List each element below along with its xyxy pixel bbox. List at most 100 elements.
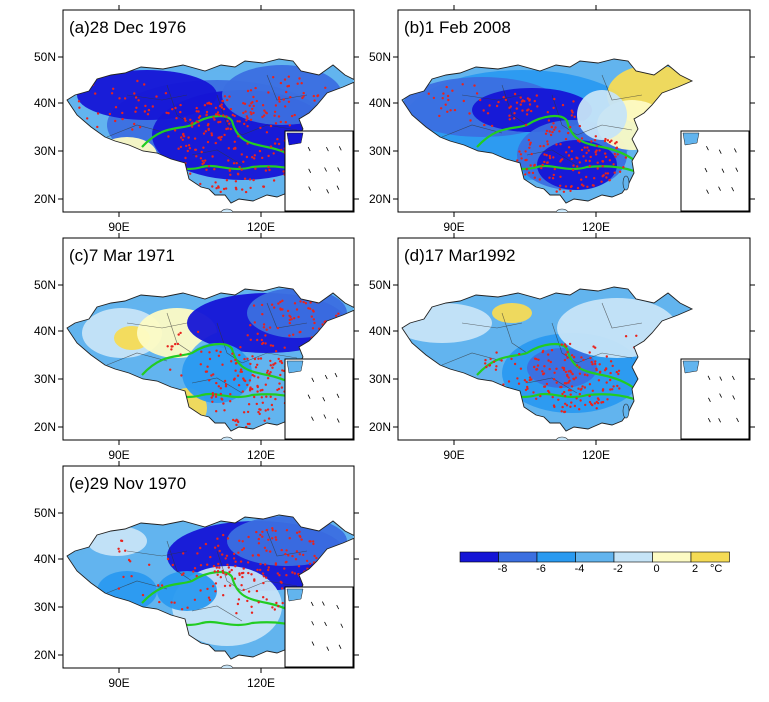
station-dot	[278, 360, 282, 363]
station-dot	[249, 324, 252, 327]
lat-tick-label: 20N	[34, 648, 56, 662]
station-dot	[201, 162, 204, 166]
station-dot	[536, 364, 540, 367]
station-dot	[212, 564, 216, 568]
station-dot	[206, 587, 209, 591]
station-dot	[230, 360, 233, 363]
station-dot	[180, 374, 183, 377]
station-dot	[267, 417, 271, 420]
colorbar-level-label: -8	[498, 563, 508, 575]
station-dot	[579, 399, 582, 402]
station-dot	[135, 106, 138, 109]
station-dot	[558, 130, 561, 133]
station-dot	[241, 540, 244, 543]
station-dot	[271, 529, 274, 532]
station-dot	[247, 535, 250, 539]
station-dot	[206, 102, 209, 105]
station-dot	[223, 584, 227, 588]
station-dot	[578, 140, 581, 143]
station-dot	[612, 163, 615, 166]
station-dot	[200, 150, 203, 154]
station-dot	[519, 153, 523, 156]
station-dot	[468, 112, 471, 115]
colorbar-box	[498, 551, 538, 563]
station-dot	[258, 412, 261, 416]
station-dot	[234, 419, 237, 423]
lat-tick-label: 20N	[369, 192, 391, 206]
station-dot	[237, 384, 241, 387]
lat-tick-label: 30N	[369, 372, 391, 386]
station-dot	[241, 575, 244, 579]
station-dot	[248, 178, 252, 181]
station-dot	[246, 422, 250, 426]
station-dot	[273, 142, 277, 145]
station-dot	[253, 375, 256, 378]
station-dot	[519, 103, 522, 106]
station-dot	[267, 165, 270, 169]
station-dot	[432, 96, 436, 100]
station-dot	[246, 142, 249, 145]
station-dot	[296, 82, 299, 85]
station-dot	[469, 119, 472, 122]
china-map	[401, 286, 693, 440]
station-dot	[264, 563, 267, 566]
station-dot	[137, 99, 140, 102]
station-dot	[299, 535, 302, 539]
station-dot	[553, 128, 556, 131]
station-dot	[144, 104, 147, 108]
station-dot	[256, 568, 259, 572]
station-dot	[576, 186, 580, 190]
station-dot	[256, 390, 259, 393]
station-dot	[180, 608, 184, 611]
station-dot	[118, 97, 121, 100]
station-dot	[561, 392, 564, 396]
station-dot	[584, 403, 587, 407]
station-dot	[219, 576, 222, 579]
station-dot	[242, 571, 245, 575]
station-dot	[549, 133, 553, 137]
station-dot	[277, 96, 281, 99]
station-dot	[235, 188, 238, 191]
station-dot	[266, 377, 270, 380]
station-dot	[121, 111, 124, 115]
station-dot	[484, 362, 487, 365]
station-dot	[171, 345, 174, 348]
station-dot	[207, 596, 211, 599]
station-dot	[249, 111, 252, 114]
station-dot	[193, 567, 197, 570]
station-dot	[219, 392, 222, 396]
station-dot	[249, 386, 252, 389]
station-dot	[582, 155, 585, 158]
station-dot	[227, 147, 230, 150]
station-dot	[141, 593, 145, 597]
station-dot	[252, 111, 255, 115]
station-dot	[253, 321, 256, 324]
station-dot	[219, 350, 222, 354]
station-dot	[557, 398, 560, 401]
station-dot	[592, 184, 595, 187]
station-dot	[311, 327, 315, 330]
station-dot	[220, 135, 223, 139]
panel-title: (a)28 Dec 1976	[69, 18, 186, 37]
station-dot	[293, 113, 296, 117]
station-dot	[595, 144, 599, 147]
station-dot	[263, 546, 267, 549]
station-dot	[519, 96, 522, 99]
station-dot	[212, 373, 215, 376]
station-dot	[285, 574, 288, 577]
station-dot	[572, 100, 575, 103]
station-dot	[117, 587, 121, 590]
station-dot	[195, 155, 198, 158]
map-panel-d: (d)17 Mar1992 50N 40N 30N 20N 90E 120E	[369, 233, 755, 462]
station-dot	[134, 110, 137, 113]
station-dot	[189, 172, 192, 175]
station-dot	[578, 366, 581, 369]
station-dot	[223, 409, 226, 412]
station-dot	[219, 387, 222, 390]
station-dot	[555, 381, 558, 384]
station-dot	[292, 333, 295, 336]
station-dot	[146, 113, 150, 116]
station-dot	[587, 149, 590, 152]
station-dot	[138, 126, 142, 129]
station-dot	[570, 401, 573, 404]
